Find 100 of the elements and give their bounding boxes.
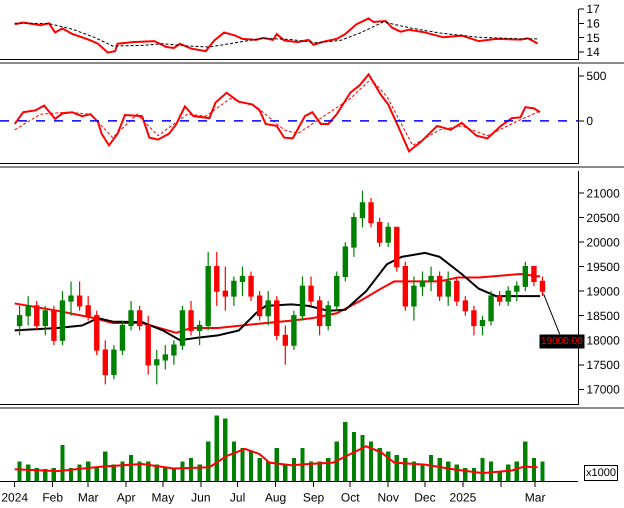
bar xyxy=(223,418,228,481)
candlestick xyxy=(411,276,417,322)
bar xyxy=(334,442,339,481)
x-tick-label: Sep xyxy=(302,490,324,504)
text: x1000 xyxy=(586,467,616,479)
x-tick-label: Jul xyxy=(230,490,246,504)
x-tick-label: Oct xyxy=(340,490,360,504)
candlestick xyxy=(214,251,220,306)
x-tick-label: Jun xyxy=(191,490,211,504)
bar xyxy=(283,464,288,481)
candlestick xyxy=(68,280,74,316)
y-tick-label: 0 xyxy=(586,114,594,128)
candlestick xyxy=(308,276,314,306)
y-tick-label: 20000 xyxy=(586,235,620,250)
bar xyxy=(377,448,382,481)
y-tick-label: 20500 xyxy=(586,210,620,225)
candlestick xyxy=(180,305,186,351)
candlestick xyxy=(445,270,451,306)
line-series xyxy=(14,22,538,48)
y-tick-label: 17500 xyxy=(586,358,620,372)
candlestick xyxy=(25,295,31,326)
bar xyxy=(206,442,210,481)
candlestick xyxy=(16,305,22,336)
bar xyxy=(326,458,330,481)
candlestick xyxy=(111,344,117,380)
candlestick xyxy=(136,305,142,332)
candlestick xyxy=(351,212,357,258)
y-tick-label: 500 xyxy=(586,69,607,84)
candlestick xyxy=(540,276,546,297)
x-tick-label: Aug xyxy=(264,490,286,504)
line-series xyxy=(14,252,542,342)
y-tick-label: 18000 xyxy=(586,333,620,348)
y-tick-label: 17000 xyxy=(586,382,620,396)
candlestick xyxy=(60,290,66,346)
candlestick xyxy=(471,305,477,336)
bar xyxy=(274,448,279,481)
y-tick-label: 16 xyxy=(586,16,600,30)
x-tick-label: Feb xyxy=(42,490,64,504)
bar xyxy=(94,468,99,481)
candlestick xyxy=(42,305,48,336)
candlestick xyxy=(428,266,434,292)
candlestick xyxy=(240,266,246,297)
candlestick xyxy=(85,295,91,322)
candlestick xyxy=(360,190,366,228)
candlestick xyxy=(128,300,134,332)
bar xyxy=(403,458,408,481)
candlestick xyxy=(334,270,340,312)
candlestick xyxy=(205,251,211,332)
bar xyxy=(343,422,348,481)
candlestick xyxy=(522,261,528,292)
x-tick-label: Nov xyxy=(378,490,399,504)
candlestick xyxy=(196,320,202,346)
candlestick xyxy=(420,270,426,297)
candlestick xyxy=(480,315,486,336)
candlestick xyxy=(162,344,168,370)
candlestick xyxy=(120,320,126,356)
bar xyxy=(523,442,528,481)
bar xyxy=(266,461,270,481)
candlestick xyxy=(265,290,271,326)
candlestick xyxy=(376,217,382,248)
candlestick xyxy=(496,290,502,306)
candlestick xyxy=(506,286,511,306)
annotation: 19000.00 xyxy=(541,336,584,347)
candlestick xyxy=(488,290,494,326)
bar xyxy=(540,461,545,481)
candlestick xyxy=(282,324,288,366)
candlestick xyxy=(171,340,177,366)
x-tick-label: 2024 xyxy=(1,490,28,504)
y-tick-label: 19000 xyxy=(586,284,620,298)
candlestick xyxy=(34,300,40,332)
y-tick-label: 14 xyxy=(586,45,600,60)
candlestick xyxy=(454,276,460,306)
y-tick-label: 17 xyxy=(586,2,600,16)
candlestick xyxy=(222,266,228,312)
bar xyxy=(248,452,254,481)
candlestick xyxy=(394,226,400,272)
x-tick-label: Apr xyxy=(116,490,136,504)
bar xyxy=(214,415,219,481)
candlestick xyxy=(325,300,331,332)
bar xyxy=(163,468,168,481)
candlestick xyxy=(102,340,108,385)
y-tick-label: 21000 xyxy=(586,186,620,200)
y-tick-label: 15 xyxy=(586,30,600,45)
bar xyxy=(257,458,262,481)
bar xyxy=(103,452,108,481)
candlestick xyxy=(248,270,254,302)
candlestick xyxy=(256,290,262,322)
candlestick xyxy=(154,349,160,385)
candlestick xyxy=(462,295,468,316)
candlestick xyxy=(514,280,520,302)
x-tick-label: Mar xyxy=(78,490,99,504)
candlestick xyxy=(342,242,348,282)
x-tick-label: 2025 xyxy=(450,490,477,504)
candlestick xyxy=(291,310,297,351)
candlestick xyxy=(368,197,374,228)
bar xyxy=(394,454,399,481)
bar xyxy=(86,461,90,481)
candlestick xyxy=(385,222,391,248)
x-tick-label: May xyxy=(152,490,174,504)
candlestick xyxy=(231,276,237,306)
